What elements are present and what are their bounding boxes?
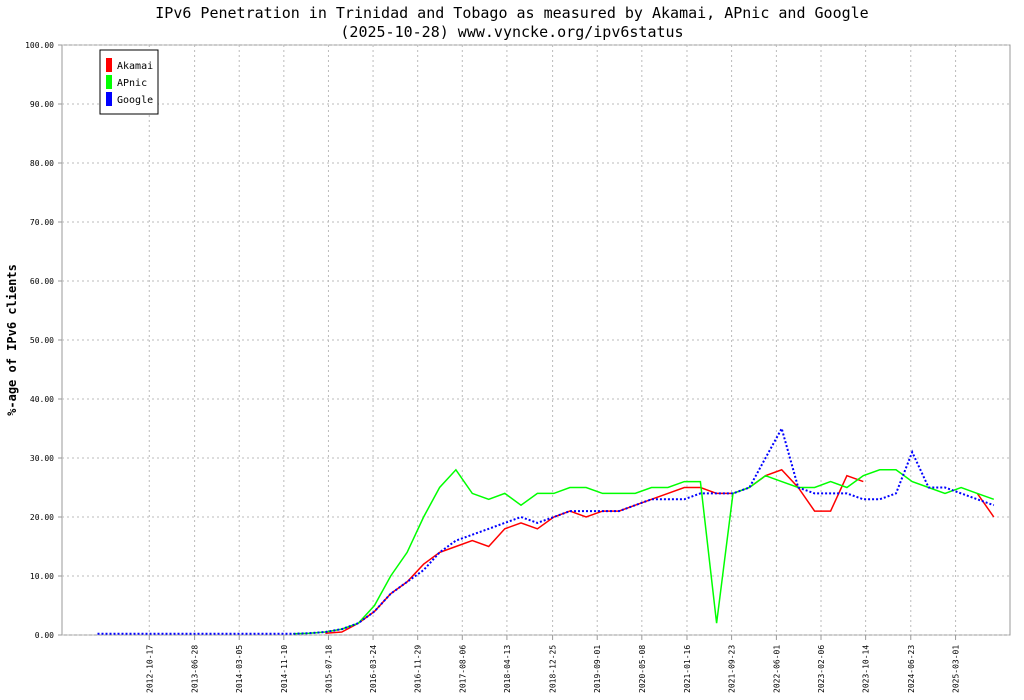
x-tick-label: 2015-07-18 xyxy=(324,645,333,693)
x-tick-label: 2018-04-13 xyxy=(503,645,512,693)
data-line xyxy=(97,425,995,635)
y-tick-label: 20.00 xyxy=(30,513,54,522)
x-tick-label: 2014-11-10 xyxy=(280,645,289,693)
x-tick-label: 2016-11-29 xyxy=(414,645,423,693)
x-tick-label: 2023-02-06 xyxy=(817,645,826,693)
y-tick-label: 40.00 xyxy=(30,395,54,404)
y-tick-label: 100.00 xyxy=(25,41,54,50)
x-tick-label: 2024-06-23 xyxy=(907,645,916,693)
x-tick-label: 2021-01-16 xyxy=(683,645,692,693)
y-tick-label: 50.00 xyxy=(30,336,54,345)
x-tick-label: 2022-06-01 xyxy=(772,645,781,693)
legend-label: Google xyxy=(117,95,153,106)
legend-swatch xyxy=(106,92,112,106)
data-line xyxy=(325,468,864,634)
x-tick-label: 2018-12-25 xyxy=(549,645,558,693)
y-tick-label: 10.00 xyxy=(30,572,54,581)
y-tick-label: 30.00 xyxy=(30,454,54,463)
legend-label: APnic xyxy=(117,78,147,89)
x-tick-label: 2020-05-08 xyxy=(638,645,647,693)
x-tick-label: 2019-09-01 xyxy=(593,645,602,693)
x-tick-label: 2014-03-05 xyxy=(235,645,244,693)
y-axis-label: %-age of IPv6 clients xyxy=(5,264,19,416)
y-tick-label: 60.00 xyxy=(30,277,54,286)
data-line xyxy=(293,468,995,635)
x-tick-label: 2016-03-24 xyxy=(369,645,378,693)
chart-title: IPv6 Penetration in Trinidad and Tobago … xyxy=(155,4,868,22)
legend-swatch xyxy=(106,75,112,89)
x-tick-label: 2012-10-17 xyxy=(145,645,154,693)
y-tick-label: 80.00 xyxy=(30,159,54,168)
x-tick-label: 2023-10-14 xyxy=(862,645,871,693)
x-tick-label: 2021-09-23 xyxy=(728,645,737,693)
x-tick-label: 2013-06-28 xyxy=(191,645,200,693)
data-line xyxy=(976,492,995,518)
chart-subtitle: (2025-10-28) www.vyncke.org/ipv6status xyxy=(340,23,683,41)
y-tick-label: 0.00 xyxy=(35,631,54,640)
legend-swatch xyxy=(106,58,112,72)
x-tick-label: 2017-08-06 xyxy=(458,645,467,693)
legend-label: Akamai xyxy=(117,61,153,72)
x-tick-label: 2025-03-01 xyxy=(952,645,961,693)
y-tick-label: 90.00 xyxy=(30,100,54,109)
y-tick-label: 70.00 xyxy=(30,218,54,227)
